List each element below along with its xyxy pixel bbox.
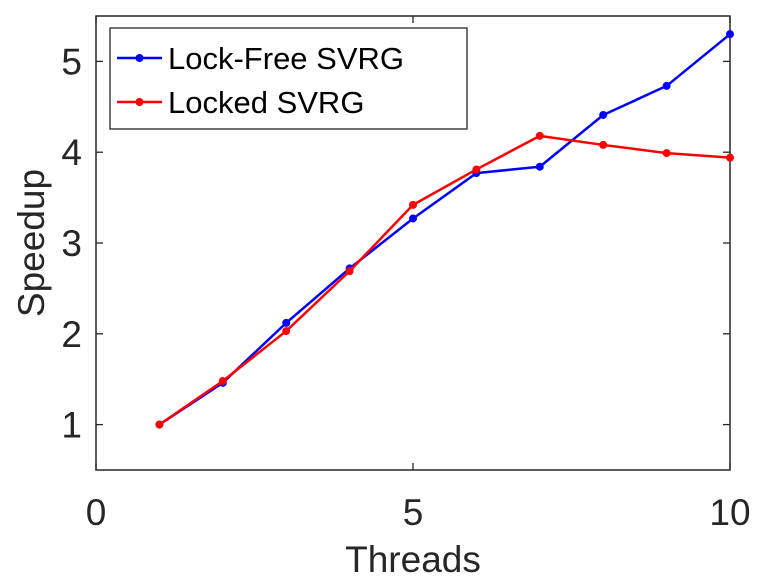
series-0-point-3	[282, 318, 291, 327]
legend-label-lock-free: Lock-Free SVRG	[168, 41, 404, 76]
series-0-point-9	[662, 81, 671, 90]
series-1-point-7	[535, 131, 544, 140]
series-1-point-6	[472, 165, 481, 174]
legend: Lock-Free SVRG Locked SVRG	[109, 27, 468, 130]
y-tick-label-4: 4	[61, 132, 82, 173]
y-tick-label-5: 5	[61, 41, 82, 82]
x-tick-label-5: 5	[403, 492, 424, 533]
series-0-point-8	[599, 110, 608, 119]
x-tick-label-0: 0	[86, 492, 107, 533]
series-0-point-7	[535, 162, 544, 171]
series-0-point-10	[726, 30, 734, 39]
legend-marker-locked	[135, 98, 144, 106]
legend-label-locked: Locked SVRG	[168, 85, 364, 120]
series-1-point-1	[155, 420, 164, 429]
series-line-1	[158, 134, 731, 426]
y-axis-ticks: 1 2 3 4 5	[61, 41, 730, 446]
series-1-point-10	[726, 153, 734, 162]
series-1-point-3	[282, 327, 291, 336]
series-line-0	[158, 33, 731, 426]
series-layer	[155, 30, 734, 429]
series-0-point-5	[409, 214, 417, 223]
series-1-point-4	[345, 267, 354, 276]
x-tick-label-10: 10	[709, 492, 750, 533]
series-1-point-2	[218, 377, 227, 386]
x-axis-label: Threads	[345, 539, 481, 580]
y-axis-label: Speedup	[11, 169, 52, 317]
series-1-point-9	[662, 149, 671, 158]
series-1-point-8	[599, 140, 608, 149]
x-axis-ticks: 0 5 10	[86, 16, 751, 533]
legend-marker-lock-free	[135, 54, 144, 62]
y-tick-label-1: 1	[61, 405, 82, 446]
series-1-point-5	[409, 200, 417, 209]
y-tick-label-3: 3	[61, 223, 82, 264]
y-tick-label-2: 2	[61, 314, 82, 355]
legend-box	[109, 27, 468, 130]
